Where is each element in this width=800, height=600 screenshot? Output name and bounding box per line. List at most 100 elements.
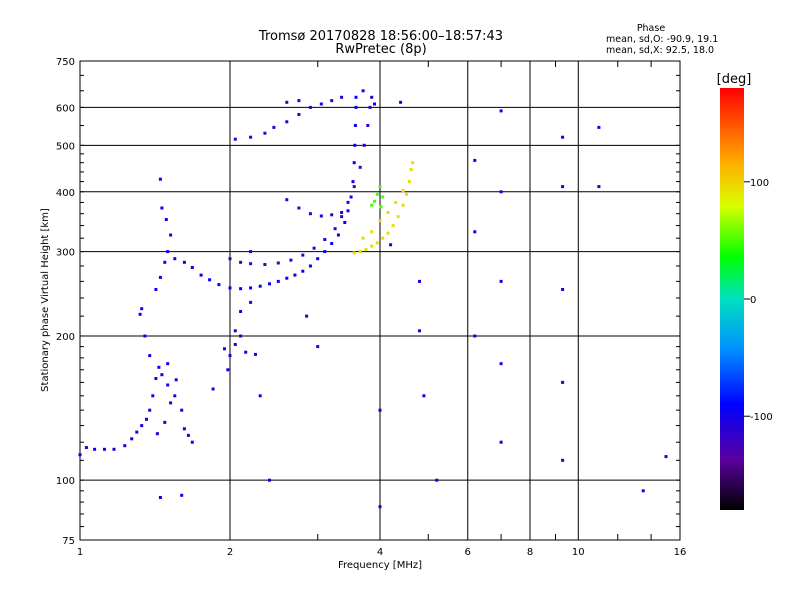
echo-point bbox=[158, 177, 162, 181]
echo-point bbox=[561, 288, 565, 291]
echo-point bbox=[130, 437, 134, 441]
echo-point bbox=[244, 350, 248, 354]
echo-point bbox=[263, 263, 267, 266]
echo-point bbox=[169, 401, 173, 405]
echo-point bbox=[323, 250, 327, 254]
y-tick-label: 400 bbox=[56, 188, 75, 199]
echo-point bbox=[173, 394, 177, 398]
echo-point bbox=[364, 248, 368, 251]
echo-point bbox=[561, 380, 565, 384]
echo-point bbox=[297, 99, 301, 103]
echo-point bbox=[381, 236, 385, 240]
echo-point bbox=[435, 478, 439, 482]
colorbar-ticks: 100 0 -100 bbox=[744, 178, 773, 423]
echo-point bbox=[368, 105, 372, 109]
echo-point bbox=[473, 230, 477, 234]
echo-point bbox=[333, 227, 337, 231]
echo-point bbox=[254, 352, 257, 356]
echo-point bbox=[561, 185, 565, 189]
echo-point bbox=[272, 125, 276, 129]
echo-point bbox=[180, 408, 184, 412]
plot-grid bbox=[80, 61, 680, 540]
echo-point bbox=[276, 261, 280, 265]
echo-point bbox=[239, 334, 243, 338]
colorbar-tick-label: 100 bbox=[750, 178, 769, 189]
phase-colorbar bbox=[720, 88, 744, 510]
echo-point bbox=[103, 447, 106, 451]
echo-point bbox=[112, 447, 116, 451]
echo-point bbox=[78, 453, 82, 457]
echo-point bbox=[381, 195, 385, 199]
echo-point bbox=[157, 365, 161, 369]
echo-point bbox=[370, 244, 374, 248]
echo-point bbox=[378, 408, 382, 412]
echo-point bbox=[180, 493, 184, 497]
echo-point bbox=[160, 206, 164, 210]
echo-point bbox=[199, 273, 203, 277]
echo-point bbox=[239, 260, 243, 264]
echo-point bbox=[323, 238, 327, 241]
echo-point bbox=[211, 387, 215, 391]
chart-subtitle: RwPretec (8p) bbox=[335, 42, 426, 57]
echo-point bbox=[391, 224, 395, 228]
echo-point bbox=[263, 131, 267, 135]
echo-point bbox=[354, 105, 358, 109]
echo-point bbox=[297, 206, 301, 210]
echo-point bbox=[330, 99, 334, 103]
echo-point bbox=[293, 273, 297, 277]
echo-point bbox=[258, 394, 262, 398]
echo-point bbox=[182, 260, 186, 264]
echo-point bbox=[394, 200, 398, 204]
echo-point bbox=[411, 161, 415, 165]
echo-point bbox=[228, 257, 232, 261]
y-tick-label: 500 bbox=[56, 141, 75, 152]
y-axis-label: Stationary phase Virtual Height [km] bbox=[40, 208, 51, 392]
echo-point bbox=[340, 215, 344, 219]
x-tick-label: 10 bbox=[572, 547, 585, 558]
echo-point bbox=[123, 444, 127, 448]
echo-point bbox=[316, 345, 320, 349]
echo-point bbox=[401, 189, 405, 193]
echo-point bbox=[308, 105, 312, 109]
echo-point bbox=[370, 95, 374, 99]
echo-point bbox=[308, 212, 312, 216]
echo-point bbox=[597, 185, 601, 189]
echo-point bbox=[353, 143, 357, 147]
echo-point bbox=[190, 440, 194, 444]
echo-point bbox=[351, 180, 355, 184]
echo-point bbox=[249, 135, 253, 139]
echo-point bbox=[343, 221, 347, 224]
echo-point bbox=[352, 161, 356, 165]
echo-point bbox=[154, 288, 158, 291]
y-tick-label: 600 bbox=[56, 103, 75, 114]
echo-point bbox=[155, 432, 159, 436]
echo-point bbox=[258, 284, 262, 288]
echo-point bbox=[163, 420, 167, 424]
echo-point bbox=[285, 276, 289, 280]
echo-point bbox=[228, 286, 232, 290]
echo-point bbox=[312, 246, 316, 250]
echo-point bbox=[143, 334, 147, 338]
echo-point bbox=[641, 489, 645, 493]
echo-point bbox=[239, 310, 243, 313]
echo-point bbox=[399, 100, 403, 104]
echo-point bbox=[316, 257, 320, 261]
echo-point bbox=[422, 394, 426, 398]
echo-point bbox=[217, 283, 221, 287]
echo-point bbox=[301, 253, 305, 257]
y-tick-label: 750 bbox=[56, 57, 75, 68]
echo-point bbox=[289, 258, 293, 262]
echo-point bbox=[160, 373, 164, 377]
echo-point bbox=[182, 427, 186, 431]
echo-point bbox=[268, 282, 271, 286]
echo-point bbox=[285, 120, 289, 124]
echo-point bbox=[190, 266, 194, 269]
echo-point bbox=[158, 275, 162, 279]
echo-point bbox=[499, 362, 503, 366]
echo-point bbox=[84, 446, 88, 449]
echo-point bbox=[664, 455, 668, 459]
echo-point bbox=[305, 314, 309, 318]
echo-point bbox=[145, 417, 148, 421]
echo-point bbox=[223, 347, 226, 351]
